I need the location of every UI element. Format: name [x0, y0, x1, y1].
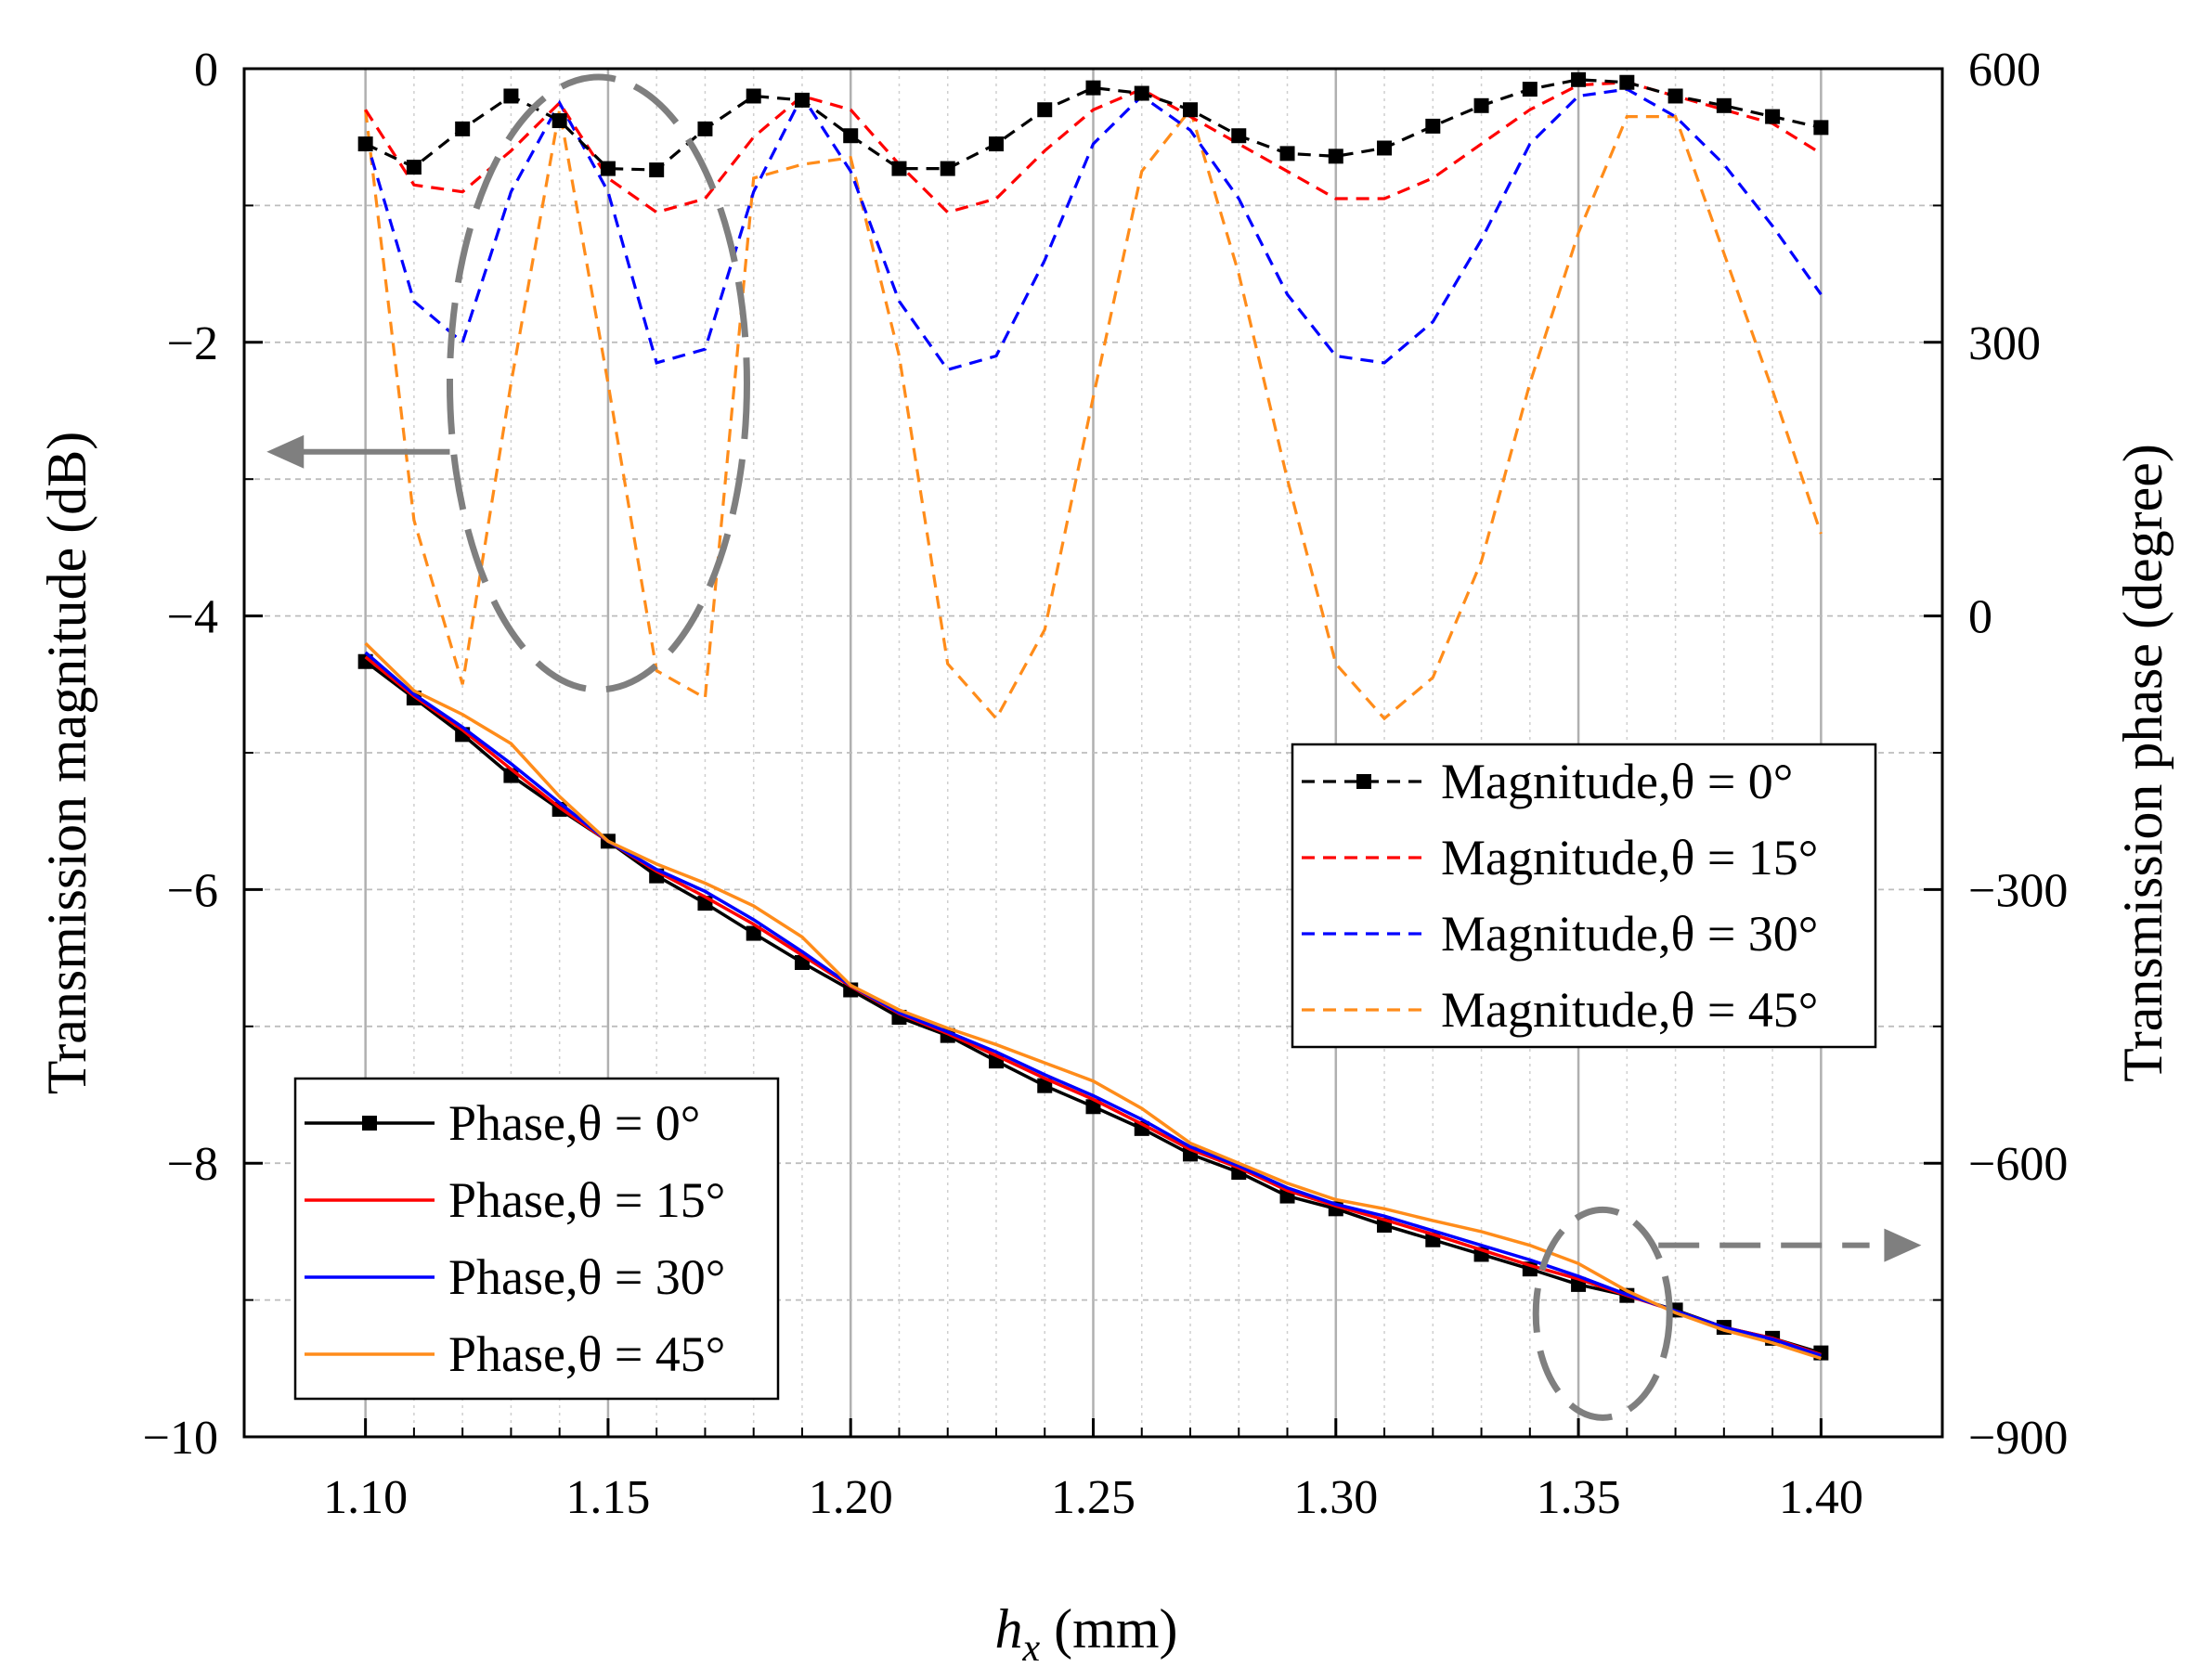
- magnitude-point: [1667, 88, 1683, 104]
- y-left-tick-label: −2: [167, 317, 218, 370]
- y-left-tick-label: −4: [167, 591, 218, 644]
- right-arrow-icon: [1884, 1228, 1922, 1262]
- magnitude-point: [406, 160, 422, 175]
- magnitude-point: [1765, 109, 1781, 124]
- y-right-tick-label: −900: [1968, 1412, 2068, 1465]
- y-right-tick-label: 300: [1968, 317, 2041, 370]
- magnitude-point: [1522, 82, 1538, 97]
- magnitude-point: [794, 92, 810, 108]
- legend-phase-label: Phase,θ = 45°: [448, 1326, 725, 1382]
- magnitude-series-line: [364, 87, 1823, 372]
- legend-magnitude-label: Magnitude,θ = 45°: [1441, 982, 1818, 1038]
- x-axis-label-unit: (mm): [1040, 1598, 1177, 1660]
- series-layer: [357, 71, 1829, 1361]
- magnitude-point: [649, 162, 665, 178]
- axes-layer: 1.10 1.15 1.20 1.25 1.30 1.35 1.40 0 −2 −4 −6 −8 −10…: [143, 44, 2069, 1524]
- legend-marker: [1356, 774, 1371, 789]
- left-arrow-icon: [266, 434, 305, 469]
- phase-point: [746, 925, 761, 941]
- magnitude-point: [988, 136, 1004, 152]
- legend-phase-label: Phase,θ = 15°: [448, 1172, 725, 1228]
- y-right-tick-label: 600: [1968, 44, 2041, 97]
- magnitude-series-line: [364, 81, 1823, 214]
- y-axis-right-label: Transmission phase (degree): [2112, 444, 2174, 1082]
- x-axis-label-subscript: x: [1022, 1627, 1041, 1670]
- right-axis-indicator-ellipse: [1532, 1206, 1673, 1421]
- legend-phase-label: Phase,θ = 30°: [448, 1249, 725, 1305]
- magnitude-point: [1085, 80, 1101, 96]
- legend-magnitude-label: Magnitude,θ = 30°: [1441, 906, 1818, 962]
- magnitude-point: [1231, 128, 1247, 144]
- y-right-tick-label: 0: [1968, 591, 1992, 644]
- x-tick-label: 1.30: [1293, 1471, 1378, 1524]
- magnitude-point: [746, 88, 761, 104]
- y-left-tick-label: −8: [167, 1138, 218, 1191]
- x-tick-label: 1.10: [323, 1471, 408, 1524]
- y-left-tick-label: −10: [143, 1412, 218, 1465]
- phase-series-line: [364, 641, 1822, 1361]
- phase-point: [357, 653, 373, 669]
- left-axis-indicator-ellipse: [446, 73, 750, 693]
- magnitude-point: [1716, 97, 1732, 113]
- legend-magnitude-label: Magnitude,θ = 0°: [1441, 754, 1793, 809]
- legend-marker: [362, 1116, 377, 1131]
- magnitude-point: [1037, 102, 1053, 118]
- x-tick-label: 1.15: [565, 1471, 650, 1524]
- x-axis-label-symbol: h: [995, 1598, 1023, 1660]
- magnitude-point: [600, 161, 616, 176]
- legend-magnitude-box: [1291, 743, 1877, 1049]
- magnitude-point: [357, 136, 373, 152]
- magnitude-series-line: [364, 106, 1823, 721]
- magnitude-point: [1183, 102, 1199, 118]
- magnitude-point: [1571, 71, 1587, 87]
- x-axis-label: hx (mm): [995, 1598, 1178, 1670]
- x-tick-label: 1.35: [1537, 1471, 1621, 1524]
- y-right-tick-label: −300: [1968, 864, 2068, 917]
- x-tick-label: 1.20: [809, 1471, 893, 1524]
- magnitude-point: [1328, 149, 1343, 164]
- y-left-tick-label: −6: [167, 864, 218, 917]
- magnitude-point: [551, 113, 567, 129]
- magnitude-point: [1425, 118, 1441, 134]
- legend-phase-label: Phase,θ = 0°: [448, 1095, 700, 1151]
- magnitude-point: [1134, 85, 1149, 101]
- magnitude-point: [1279, 146, 1295, 162]
- magnitude-point: [1473, 97, 1489, 113]
- y-right-tick-label: −600: [1968, 1138, 2068, 1191]
- y-axis-left-label: Transmission magnitude (dB): [36, 432, 97, 1094]
- magnitude-point: [891, 161, 907, 176]
- phase-point: [1037, 1078, 1053, 1093]
- legend-layer: Magnitude,θ = 0° Magnitude,θ = 15° Magnitu…: [293, 743, 1877, 1401]
- magnitude-point: [1377, 140, 1393, 156]
- magnitude-point: [503, 88, 519, 104]
- magnitude-point: [940, 161, 955, 176]
- magnitude-point: [843, 128, 859, 144]
- magnitude-point: [455, 121, 471, 136]
- x-tick-label: 1.25: [1051, 1471, 1135, 1524]
- legend-phase-box: [293, 1077, 780, 1401]
- magnitude-point: [1619, 74, 1635, 90]
- legend-magnitude-label: Magnitude,θ = 15°: [1441, 830, 1818, 885]
- magnitude-point: [1813, 120, 1829, 136]
- magnitude-point: [697, 121, 713, 136]
- x-tick-label: 1.40: [1779, 1471, 1863, 1524]
- annotation-layer: [266, 73, 1922, 1421]
- y-left-tick-label: 0: [194, 44, 218, 97]
